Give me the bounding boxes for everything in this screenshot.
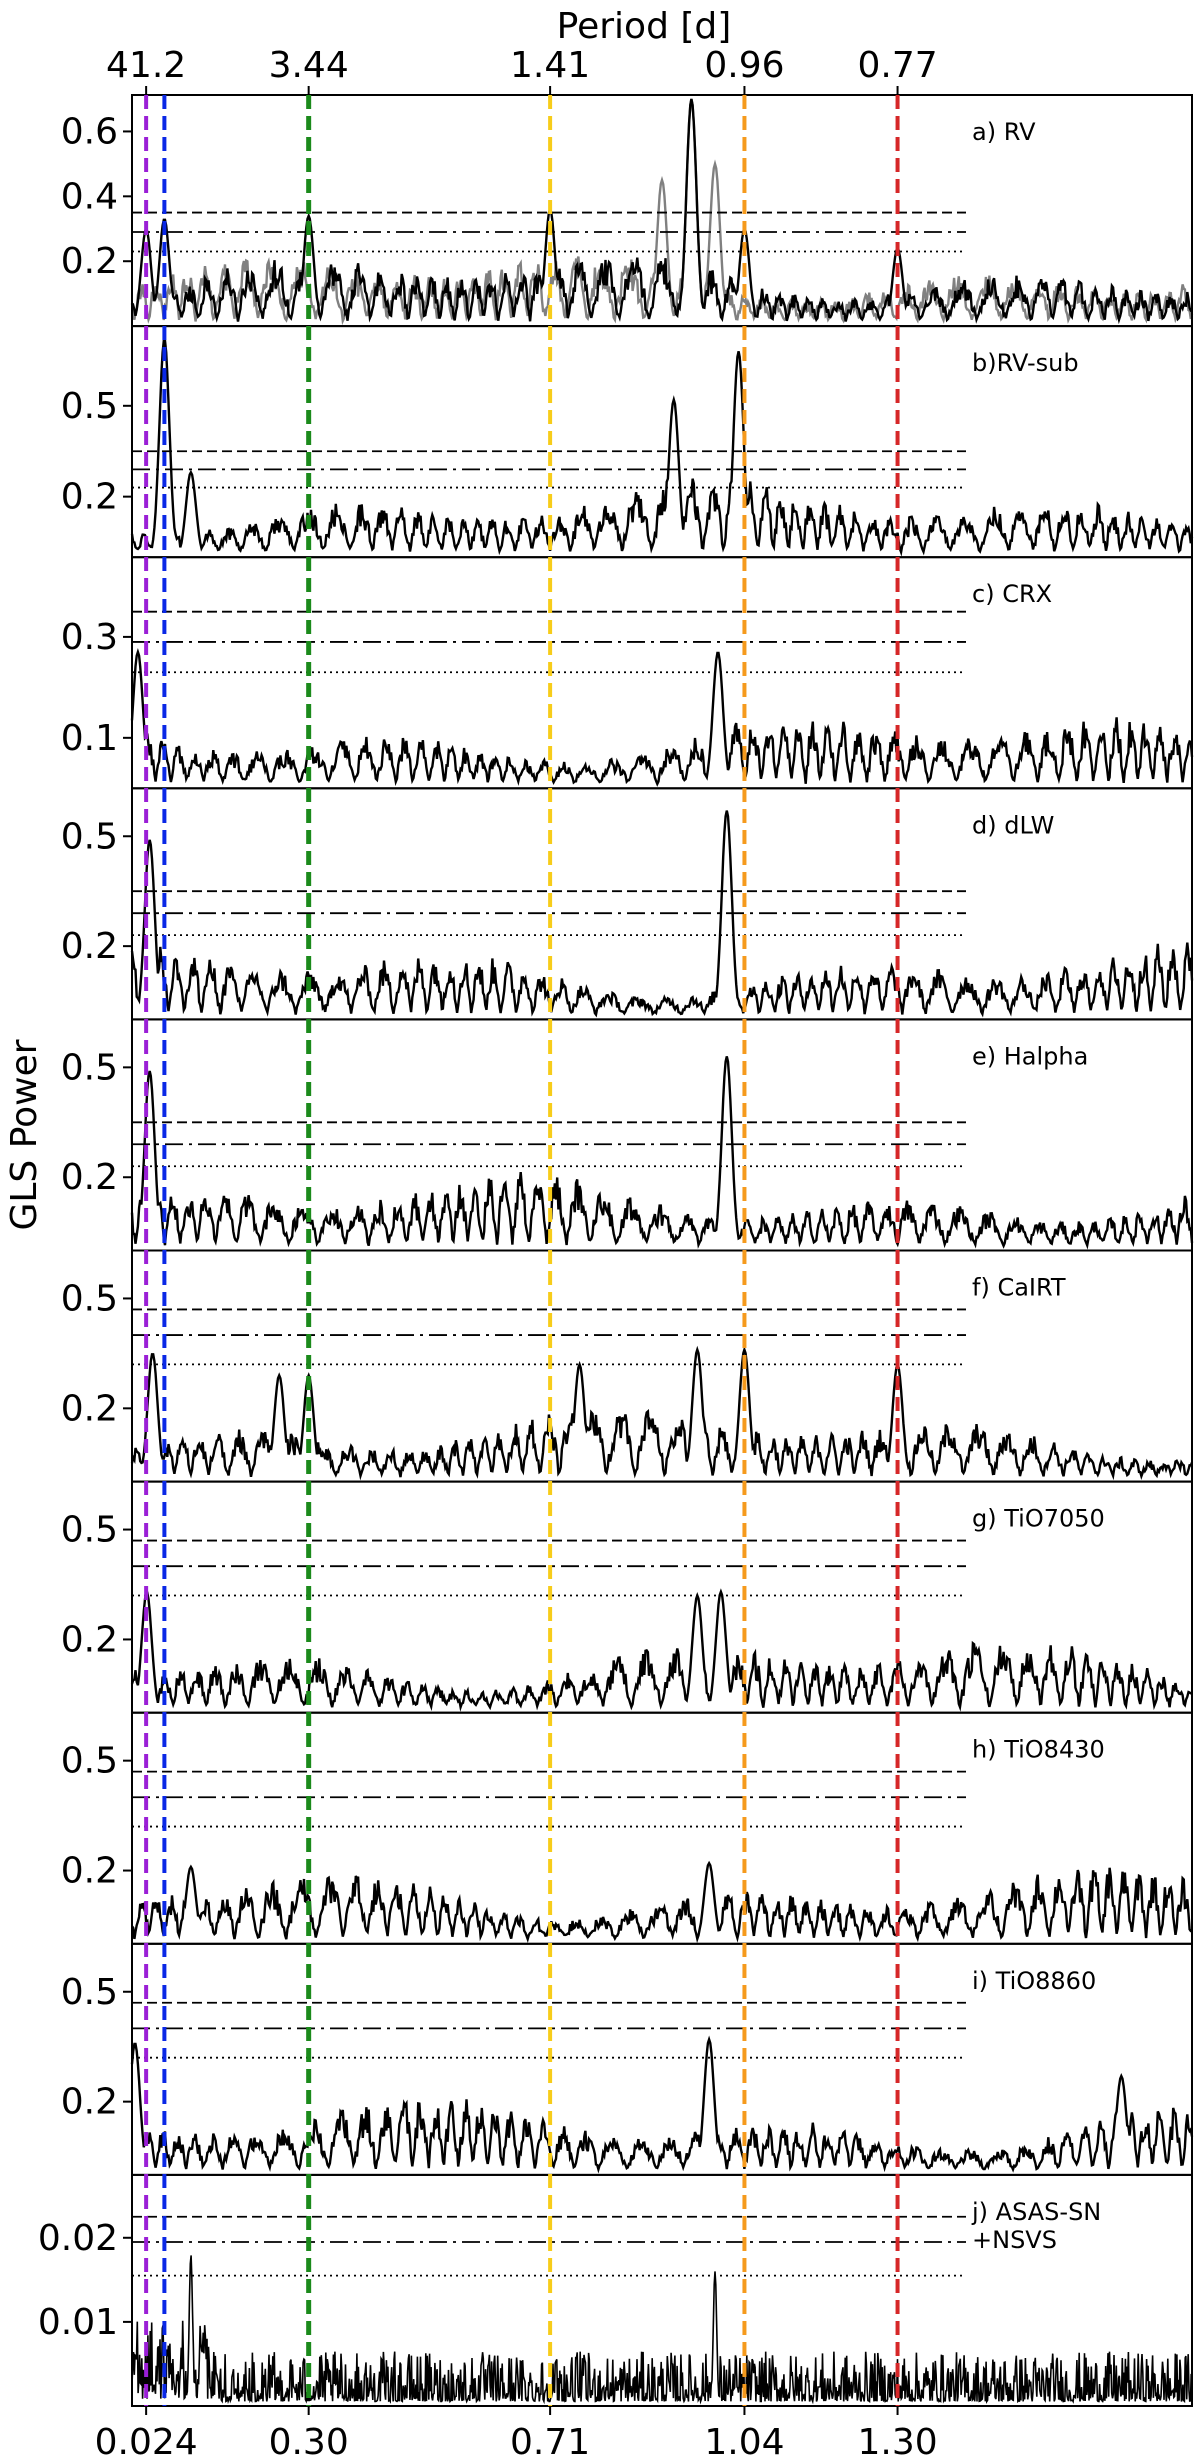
- panel-h: 0.2 0.5 h) TiO8430: [61, 1711, 1193, 1945]
- panel-frame: [131, 2173, 1193, 2407]
- y-tick-label: 0.1: [61, 718, 118, 759]
- y-tick-label: 0.02: [38, 2218, 118, 2259]
- panel-label: f) CaIRT: [972, 1274, 1066, 1302]
- y-tick-label: 0.5: [61, 1278, 118, 1319]
- y-tick-label: 0.2: [61, 241, 118, 282]
- panel-label: i) TiO8860: [972, 1967, 1096, 1995]
- panel-a: 0.2 0.4 0.6 a) RV: [61, 94, 1194, 328]
- periodogram-line: [130, 1588, 1193, 1712]
- y-tick-label: 0.2: [61, 1851, 118, 1892]
- panel-e: 0.2 0.5 e) Halpha: [61, 1018, 1194, 1252]
- y-tick-label: 0.5: [61, 1510, 118, 1551]
- periodogram-line: [130, 810, 1194, 1018]
- y-tick-label: 0.2: [61, 1388, 118, 1429]
- top-tick-label: 3.44: [269, 45, 349, 86]
- panel-label: b)RV-sub: [972, 349, 1079, 377]
- panel-i: 0.2 0.5 i) TiO8860: [61, 1942, 1194, 2176]
- y-tick-label: 0.01: [38, 2302, 118, 2343]
- panel-label: a) RV: [972, 118, 1036, 146]
- period-markers-layer: [144, 95, 900, 2406]
- y-tick-label: 0.2: [61, 1619, 118, 1660]
- x-tick-label: 1.04: [704, 2422, 784, 2463]
- periodogram-line: [130, 1056, 1194, 1250]
- y-tick-label: 0.2: [61, 1157, 118, 1198]
- top-axis-title: Period [d]: [557, 6, 732, 47]
- x-tick-label: 0.30: [269, 2422, 349, 2463]
- y-tick-label: 0.5: [61, 816, 118, 857]
- panels-layer: 0.2 0.4 0.6 a) RV 0.2 0.5 b)RV-sub 0.1 0.3 c) CRX…: [38, 94, 1194, 2407]
- axis-ticks-layer: 0.024 0.30 0.71 1.04 1.30 41.2 3.44 1.41 0.96 0.7…: [95, 45, 938, 2463]
- y-tick-label: 0.3: [61, 617, 118, 658]
- periodogram-line: [131, 1860, 1192, 1944]
- periodogram-line: [130, 2035, 1194, 2174]
- panel-b: 0.2 0.5 b)RV-sub: [61, 325, 1194, 559]
- panel-d: 0.2 0.5 d) dLW: [61, 787, 1194, 1021]
- periodogram-line: [130, 1345, 1194, 1481]
- panel-label: j) ASAS-SN: [971, 2198, 1101, 2226]
- panel-j: 0.01 0.02 j) ASAS-SN+NSVS: [38, 2173, 1193, 2407]
- y-tick-label: 0.4: [61, 176, 118, 217]
- panel-label: h) TiO8430: [972, 1736, 1105, 1764]
- panel-label: e) Halpha: [972, 1042, 1088, 1070]
- panel-f: 0.2 0.5 f) CaIRT: [61, 1249, 1194, 1483]
- y-axis-title: GLS Power: [4, 1039, 45, 1230]
- y-tick-label: 0.5: [61, 1972, 118, 2013]
- panel-label: +NSVS: [972, 2226, 1057, 2254]
- y-tick-label: 0.5: [61, 1047, 118, 1088]
- top-tick-label: 0.96: [704, 45, 784, 86]
- top-tick-label: 1.41: [510, 45, 590, 86]
- x-tick-label: 0.024: [95, 2422, 198, 2463]
- panel-g: 0.2 0.5 g) TiO7050: [61, 1480, 1193, 1714]
- panel-label: d) dLW: [972, 811, 1054, 839]
- y-tick-label: 0.2: [61, 926, 118, 967]
- x-tick-label: 0.71: [510, 2422, 590, 2463]
- top-tick-label: 41.2: [106, 45, 186, 86]
- y-tick-label: 0.5: [61, 386, 118, 427]
- panel-label: g) TiO7050: [972, 1505, 1105, 1533]
- y-tick-label: 0.6: [61, 111, 118, 152]
- y-tick-label: 0.5: [61, 1741, 118, 1782]
- panel-c: 0.1 0.3 c) CRX: [61, 556, 1194, 790]
- periodogram-line: [131, 98, 1193, 325]
- top-tick-label: 0.77: [857, 45, 937, 86]
- x-tick-label: 1.30: [857, 2422, 937, 2463]
- periodogram-line: [131, 2255, 1193, 2405]
- y-tick-label: 0.2: [61, 477, 118, 518]
- y-tick-label: 0.2: [61, 2082, 118, 2123]
- panel-label: c) CRX: [972, 580, 1052, 608]
